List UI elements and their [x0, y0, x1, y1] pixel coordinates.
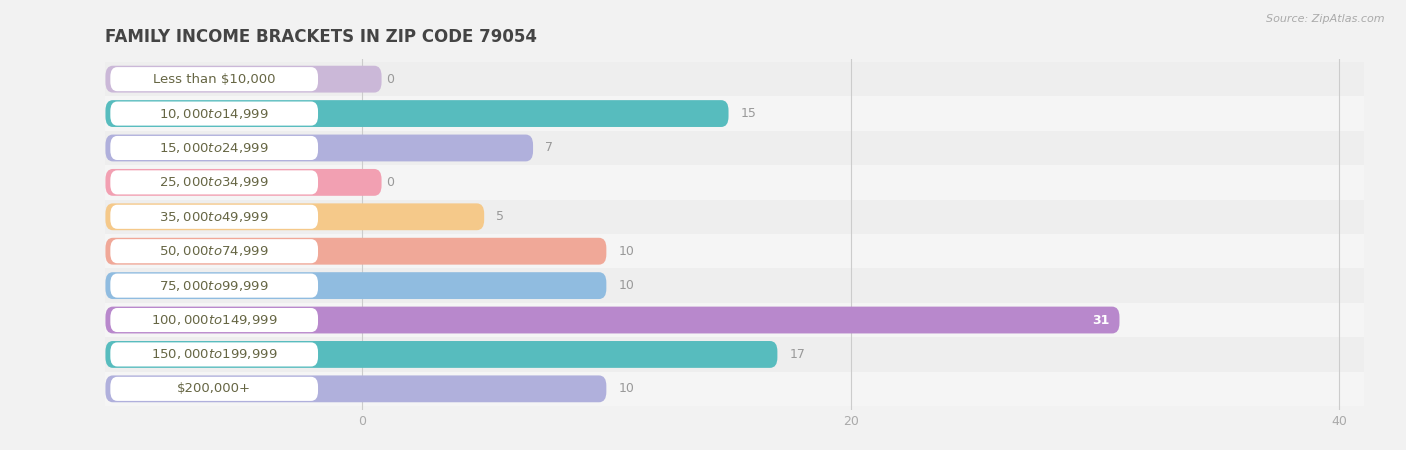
Text: $200,000+: $200,000+: [177, 382, 252, 396]
Text: $50,000 to $74,999: $50,000 to $74,999: [159, 244, 269, 258]
FancyBboxPatch shape: [110, 102, 318, 126]
Text: 7: 7: [546, 141, 554, 154]
Text: $25,000 to $34,999: $25,000 to $34,999: [159, 176, 269, 189]
Text: $15,000 to $24,999: $15,000 to $24,999: [159, 141, 269, 155]
FancyBboxPatch shape: [110, 342, 318, 366]
FancyBboxPatch shape: [105, 96, 1364, 131]
FancyBboxPatch shape: [105, 165, 1364, 200]
FancyBboxPatch shape: [110, 171, 318, 194]
FancyBboxPatch shape: [105, 66, 381, 93]
FancyBboxPatch shape: [110, 308, 318, 332]
Text: $75,000 to $99,999: $75,000 to $99,999: [159, 279, 269, 292]
FancyBboxPatch shape: [105, 169, 381, 196]
FancyBboxPatch shape: [110, 67, 318, 91]
Text: $150,000 to $199,999: $150,000 to $199,999: [150, 347, 277, 361]
Text: 31: 31: [1092, 314, 1109, 327]
FancyBboxPatch shape: [105, 303, 1364, 337]
Text: $35,000 to $49,999: $35,000 to $49,999: [159, 210, 269, 224]
Text: 0: 0: [387, 176, 395, 189]
Text: Source: ZipAtlas.com: Source: ZipAtlas.com: [1267, 14, 1385, 23]
FancyBboxPatch shape: [105, 200, 1364, 234]
Text: 15: 15: [741, 107, 756, 120]
FancyBboxPatch shape: [105, 234, 1364, 268]
Text: Less than $10,000: Less than $10,000: [153, 72, 276, 86]
Text: $10,000 to $14,999: $10,000 to $14,999: [159, 107, 269, 121]
FancyBboxPatch shape: [105, 375, 606, 402]
FancyBboxPatch shape: [110, 205, 318, 229]
FancyBboxPatch shape: [105, 203, 484, 230]
FancyBboxPatch shape: [105, 62, 1364, 96]
FancyBboxPatch shape: [105, 306, 1119, 333]
FancyBboxPatch shape: [105, 372, 1364, 406]
FancyBboxPatch shape: [105, 238, 606, 265]
Text: FAMILY INCOME BRACKETS IN ZIP CODE 79054: FAMILY INCOME BRACKETS IN ZIP CODE 79054: [105, 28, 537, 46]
Text: 17: 17: [790, 348, 806, 361]
FancyBboxPatch shape: [105, 135, 533, 162]
FancyBboxPatch shape: [110, 377, 318, 401]
Text: 10: 10: [619, 382, 634, 396]
Text: $100,000 to $149,999: $100,000 to $149,999: [150, 313, 277, 327]
FancyBboxPatch shape: [110, 136, 318, 160]
Text: 10: 10: [619, 245, 634, 258]
FancyBboxPatch shape: [105, 341, 778, 368]
FancyBboxPatch shape: [110, 239, 318, 263]
FancyBboxPatch shape: [105, 100, 728, 127]
FancyBboxPatch shape: [105, 337, 1364, 372]
Text: 0: 0: [387, 72, 395, 86]
FancyBboxPatch shape: [105, 272, 606, 299]
FancyBboxPatch shape: [105, 131, 1364, 165]
FancyBboxPatch shape: [105, 268, 1364, 303]
Text: 10: 10: [619, 279, 634, 292]
FancyBboxPatch shape: [110, 274, 318, 297]
Text: 5: 5: [496, 210, 505, 223]
